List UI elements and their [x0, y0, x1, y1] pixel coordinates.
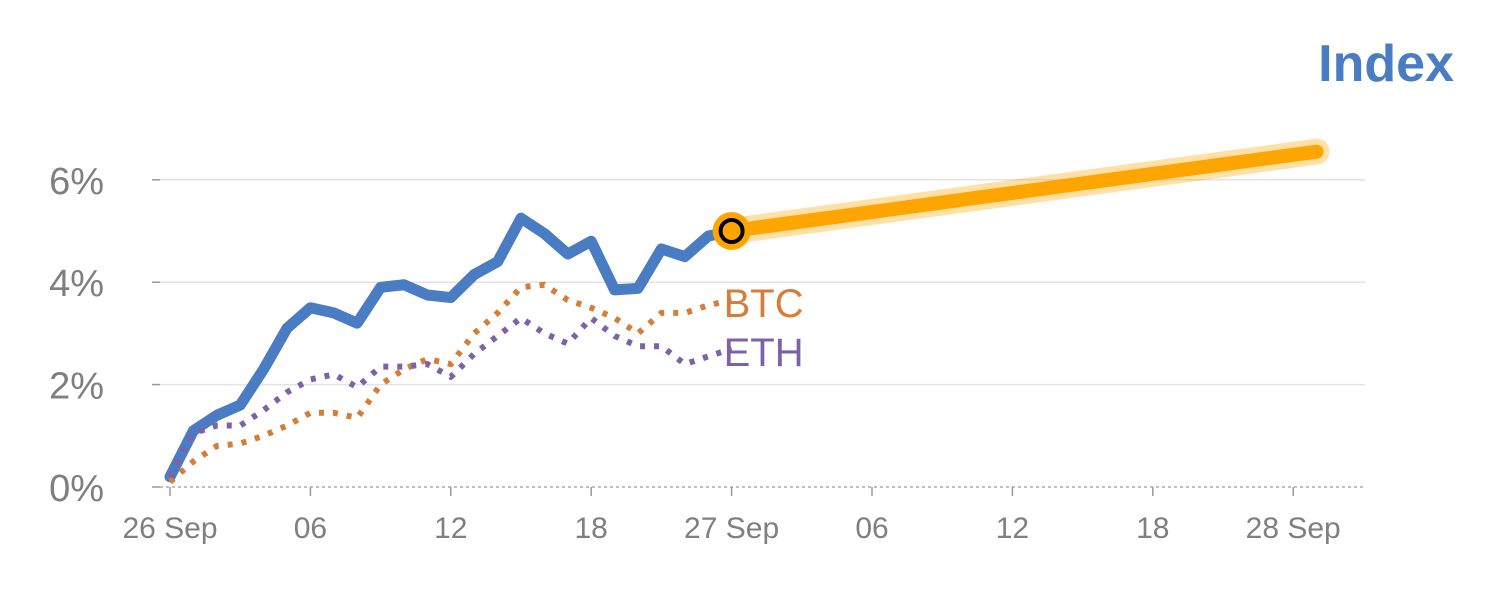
grid-lines	[160, 179, 1365, 386]
btc-line	[168, 281, 733, 485]
x-tick-label: 12	[434, 512, 467, 545]
series-label-btc: BTC	[724, 282, 804, 326]
x-tick-labels: 26 Sep 06 12 18 27 Sep 06 12 18 28 Sep	[122, 487, 1341, 545]
index-line	[164, 212, 738, 483]
y-tick-label: 4%	[49, 263, 104, 305]
x-tick-label: 06	[855, 512, 888, 545]
forecast-line	[724, 144, 1324, 238]
y-axis: 0% 2% 4% 6%	[49, 161, 160, 510]
eth-line	[167, 315, 733, 479]
x-tick-label: 26 Sep	[122, 512, 217, 545]
series-label-eth: ETH	[724, 331, 804, 375]
current-point-marker	[712, 212, 751, 250]
chart-title: Index	[1318, 35, 1454, 93]
series-lines	[164, 138, 1330, 485]
x-tick-label: 18	[575, 512, 608, 545]
series-labels: BTC ETH	[724, 282, 804, 375]
x-tick-label: 28 Sep	[1246, 512, 1341, 545]
x-tick-label: 27 Sep	[684, 512, 779, 545]
y-tick-label: 0%	[49, 468, 104, 510]
y-tick-label: 6%	[49, 161, 104, 203]
x-tick-label: 06	[294, 512, 327, 545]
y-tick-label: 2%	[49, 366, 104, 408]
x-tick-label: 12	[996, 512, 1029, 545]
x-tick-label: 18	[1136, 512, 1169, 545]
marker-inner	[718, 218, 745, 244]
